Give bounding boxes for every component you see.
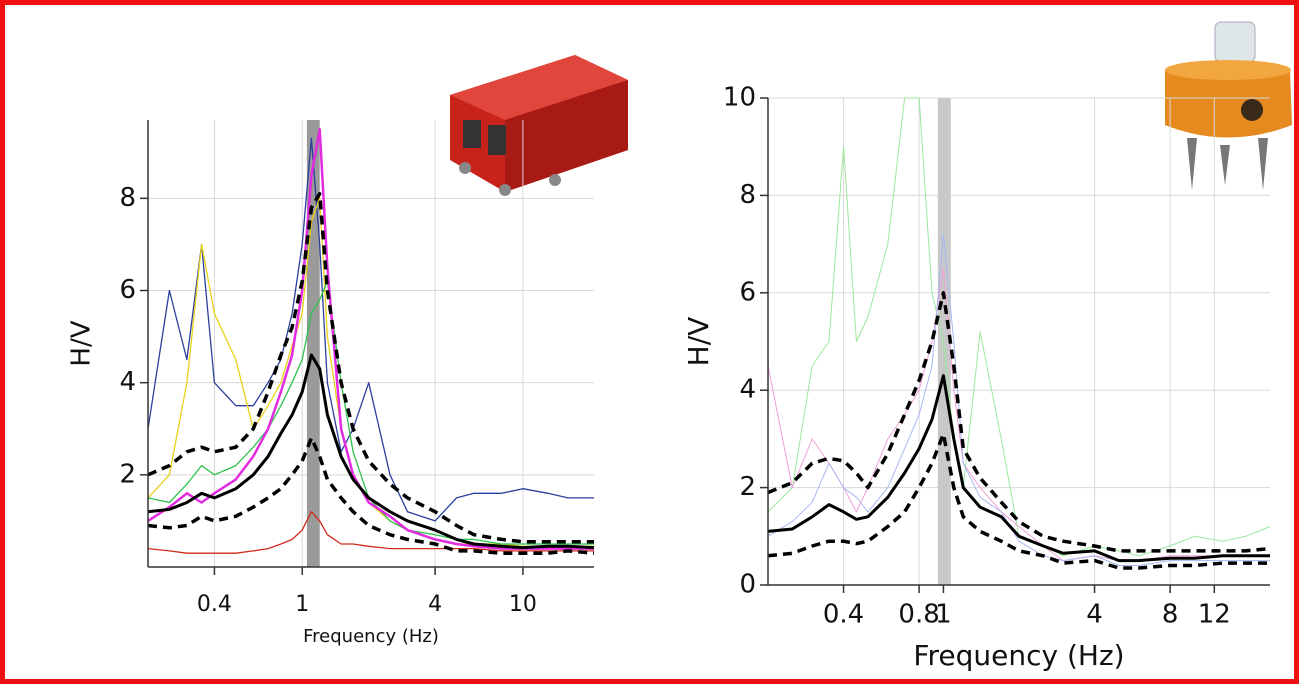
series-line bbox=[147, 511, 594, 554]
series-line bbox=[147, 436, 595, 555]
y-tick-label: 6 bbox=[119, 275, 136, 305]
y-tick-label: 6 bbox=[739, 277, 756, 307]
y-tick-label: 8 bbox=[739, 180, 756, 210]
series-line bbox=[147, 137, 594, 522]
peak-band bbox=[937, 98, 951, 585]
x-tick-label: 1 bbox=[935, 600, 952, 630]
x-tick-label: 1 bbox=[295, 592, 309, 617]
y-tick-label: 8 bbox=[119, 183, 136, 213]
plot: 0.4 0.81 4 8 12 0 2 4 6 8 10 Frequency (Hz) H/V bbox=[682, 83, 1271, 672]
x-tick-label: 4 bbox=[1086, 600, 1103, 630]
y-tick-label: 0 bbox=[739, 570, 756, 600]
series-line bbox=[147, 353, 595, 550]
x-tick-label: 12 bbox=[1198, 600, 1231, 630]
y-tick-label: 10 bbox=[723, 83, 756, 113]
y-tick-label: 4 bbox=[739, 375, 756, 405]
series-line bbox=[767, 432, 1270, 570]
x-tick-label: 0.4 bbox=[197, 592, 232, 617]
y-axis-label: H/V bbox=[67, 320, 97, 366]
y-tick-label: 2 bbox=[739, 472, 756, 502]
y-tick-label: 4 bbox=[119, 367, 136, 397]
x-axis-label: Frequency (Hz) bbox=[913, 639, 1124, 672]
device-orange-sensor bbox=[1165, 21, 1292, 190]
x-tick-label: 10 bbox=[509, 592, 537, 617]
x-tick-label: 4 bbox=[428, 592, 442, 617]
x-tick-label: 0.4 bbox=[823, 600, 864, 630]
x-axis-label: Frequency (Hz) bbox=[303, 626, 439, 647]
series-line bbox=[147, 191, 594, 544]
x-tick-label: 8 bbox=[1162, 600, 1179, 630]
peak-band bbox=[306, 120, 320, 567]
series-line bbox=[147, 197, 594, 547]
device-red-box bbox=[450, 55, 628, 196]
series-line bbox=[147, 127, 594, 550]
y-axis-label: H/V bbox=[682, 317, 715, 367]
series-line bbox=[767, 291, 1271, 553]
x-tick-label: 0.8 bbox=[898, 600, 939, 630]
y-tick-label: 2 bbox=[119, 459, 136, 489]
plot: 0.4 1 4 10 2 4 6 8 Frequency (Hz) H/V bbox=[67, 120, 595, 647]
series-line bbox=[767, 374, 1270, 563]
series-line bbox=[767, 233, 1270, 566]
